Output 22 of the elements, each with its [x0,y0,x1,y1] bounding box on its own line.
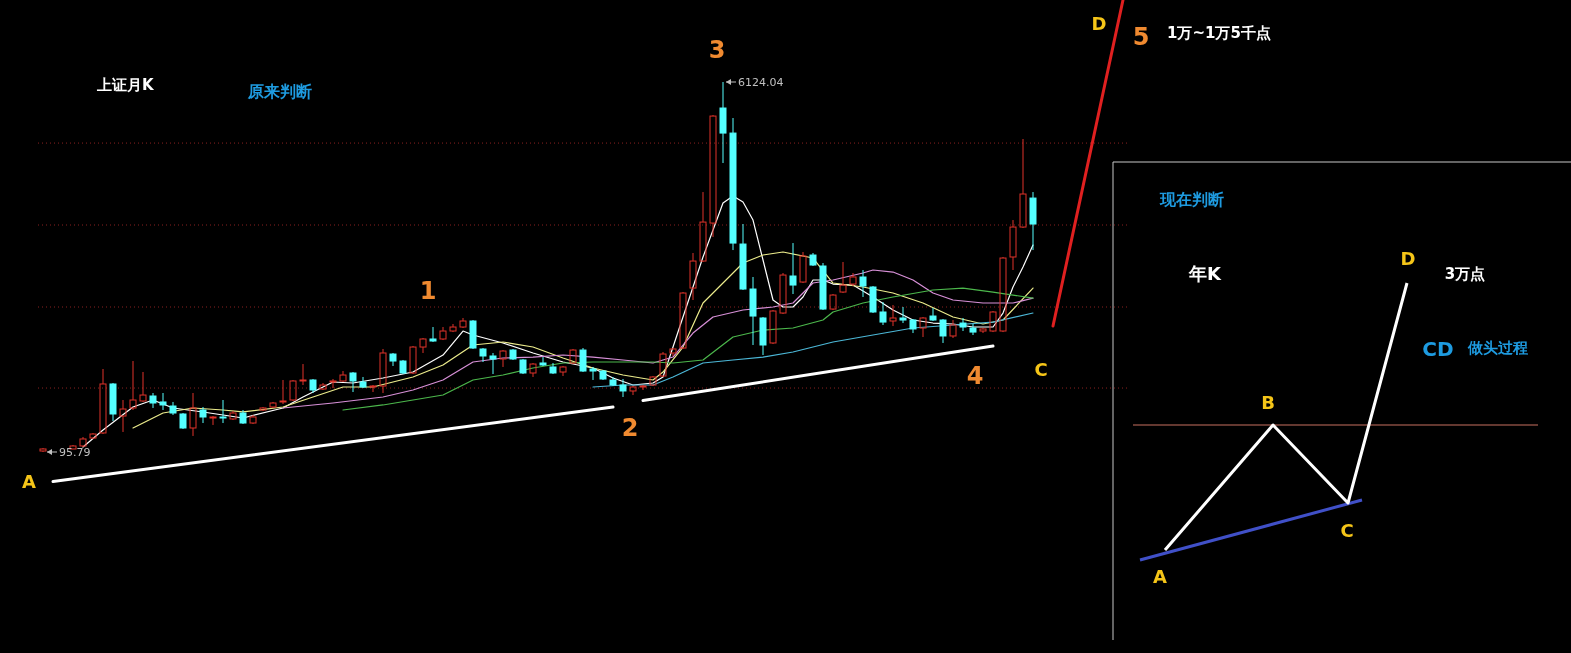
text: 5 [1132,23,1150,51]
text: 做头过程 [1467,339,1528,357]
annotation: 6124.04 [738,76,784,89]
text: A [1153,566,1168,587]
text: 3万点 [1444,265,1486,283]
annotation: C [1034,359,1048,380]
text: B [1261,392,1275,413]
text: CD [1422,337,1454,361]
text: 1万~1万5千点 [1167,24,1271,42]
annotation: 2 [621,414,639,442]
chart-title: 上证月K [96,76,155,94]
text: A [22,471,37,492]
text: C [1340,520,1354,541]
text: 现在判断 [1159,190,1224,209]
text: 年K [1188,263,1223,284]
annotation: 4 [966,362,984,390]
text: 3 [708,36,726,64]
annotation: 1 [419,277,437,305]
chart-subtitle: 原来判断 [247,82,312,101]
annotation: 95.79 [59,446,91,459]
text: D [1400,248,1416,269]
text: D [1091,13,1107,34]
